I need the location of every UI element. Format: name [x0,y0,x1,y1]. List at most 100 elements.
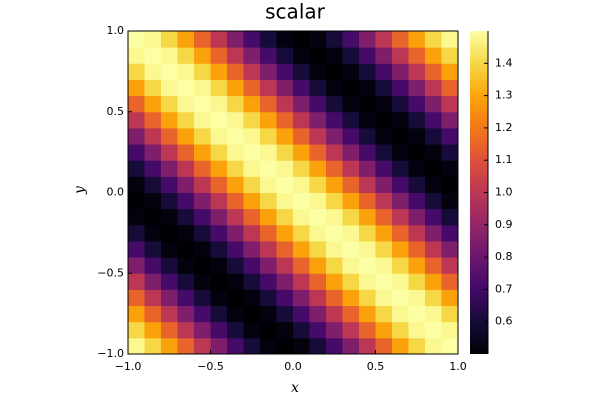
heat-cell [326,257,343,274]
heat-cell [408,63,426,80]
colorbar-tick-label: 1.3 [495,89,513,102]
heat-cell [144,305,162,323]
heat-cell [441,321,459,339]
heat-cell [210,127,228,145]
heat-cell [392,289,409,307]
heat-cell [293,95,310,113]
heat-cell [177,79,195,97]
heat-cell [392,79,409,97]
heat-cell [342,176,360,193]
colorbar-tick-label: 1.0 [495,186,513,199]
heat-cell [276,240,294,258]
heat-cell [375,224,393,242]
heat-cell [392,321,409,339]
heat-cell [128,208,145,226]
heat-cell [227,337,244,355]
heat-cell [359,111,376,129]
heat-cell [425,95,442,113]
heat-cell [408,257,426,274]
heat-cell [276,111,294,129]
heat-cell [309,176,327,193]
heat-cell [309,127,327,145]
heat-cell [375,289,393,307]
heat-cell [243,31,261,48]
heat-cell [194,240,211,258]
heat-cell [425,160,442,177]
heat-cell [392,176,409,193]
heat-cell [194,144,211,161]
heat-cell [260,47,277,64]
heat-cell [276,273,294,290]
heat-cell [210,305,228,323]
heat-cell [375,63,393,80]
heat-cell [276,31,294,48]
heat-cell [227,192,244,210]
heat-cell [144,240,162,258]
heat-cell [293,160,310,177]
heat-cell [210,160,228,177]
heat-cell [408,289,426,307]
heat-cell [260,127,277,145]
heat-cell [425,111,442,129]
heat-cell [161,224,178,242]
heat-cell [243,95,261,113]
heat-cell [128,160,145,177]
heat-cell [309,273,327,290]
heat-cell [375,240,393,258]
heat-cell [425,289,442,307]
heat-cell [177,111,195,129]
heat-cell [293,240,310,258]
heat-cell [342,337,360,355]
heat-cell [227,176,244,193]
heat-cell [161,257,178,274]
heat-cell [441,305,459,323]
heat-cell [210,176,228,193]
heat-cell [309,289,327,307]
heat-cell [276,79,294,97]
heat-cell [342,31,360,48]
y-axis-label: y [72,185,88,195]
heat-cell [375,31,393,48]
heat-cell [260,289,277,307]
heat-cell [309,240,327,258]
heat-cell [359,79,376,97]
heat-cell [359,160,376,177]
heat-cell [359,321,376,339]
heat-cell [408,144,426,161]
heat-cell [243,337,261,355]
heat-cell [161,192,178,210]
heat-cell [194,321,211,339]
heat-cell [375,337,393,355]
heat-cell [144,31,162,48]
heat-cell [309,192,327,210]
heat-cell [293,305,310,323]
heat-cell [293,176,310,193]
heat-cell [326,224,343,242]
heat-cell [144,63,162,80]
colorbar-tick-label: 0.8 [495,250,513,263]
heat-cell [210,208,228,226]
heat-cell [194,79,211,97]
heat-cell [128,144,145,161]
heat-cell [276,337,294,355]
heat-cell [441,240,459,258]
heat-cell [128,111,145,129]
heat-cell [425,176,442,193]
heat-cell [293,289,310,307]
heat-cell [408,127,426,145]
heat-cell [375,192,393,210]
heat-cell [243,127,261,145]
heat-cell [441,160,459,177]
heat-cell [161,176,178,193]
x-tick-label: 0.5 [367,360,385,373]
heat-cell [408,95,426,113]
heat-cell [227,111,244,129]
heat-cell [326,160,343,177]
heat-cell [276,289,294,307]
heat-cell [128,95,145,113]
heat-cell [161,337,178,355]
heat-cell [243,305,261,323]
heat-cell [359,31,376,48]
heat-cell [359,176,376,193]
heat-cell [342,240,360,258]
